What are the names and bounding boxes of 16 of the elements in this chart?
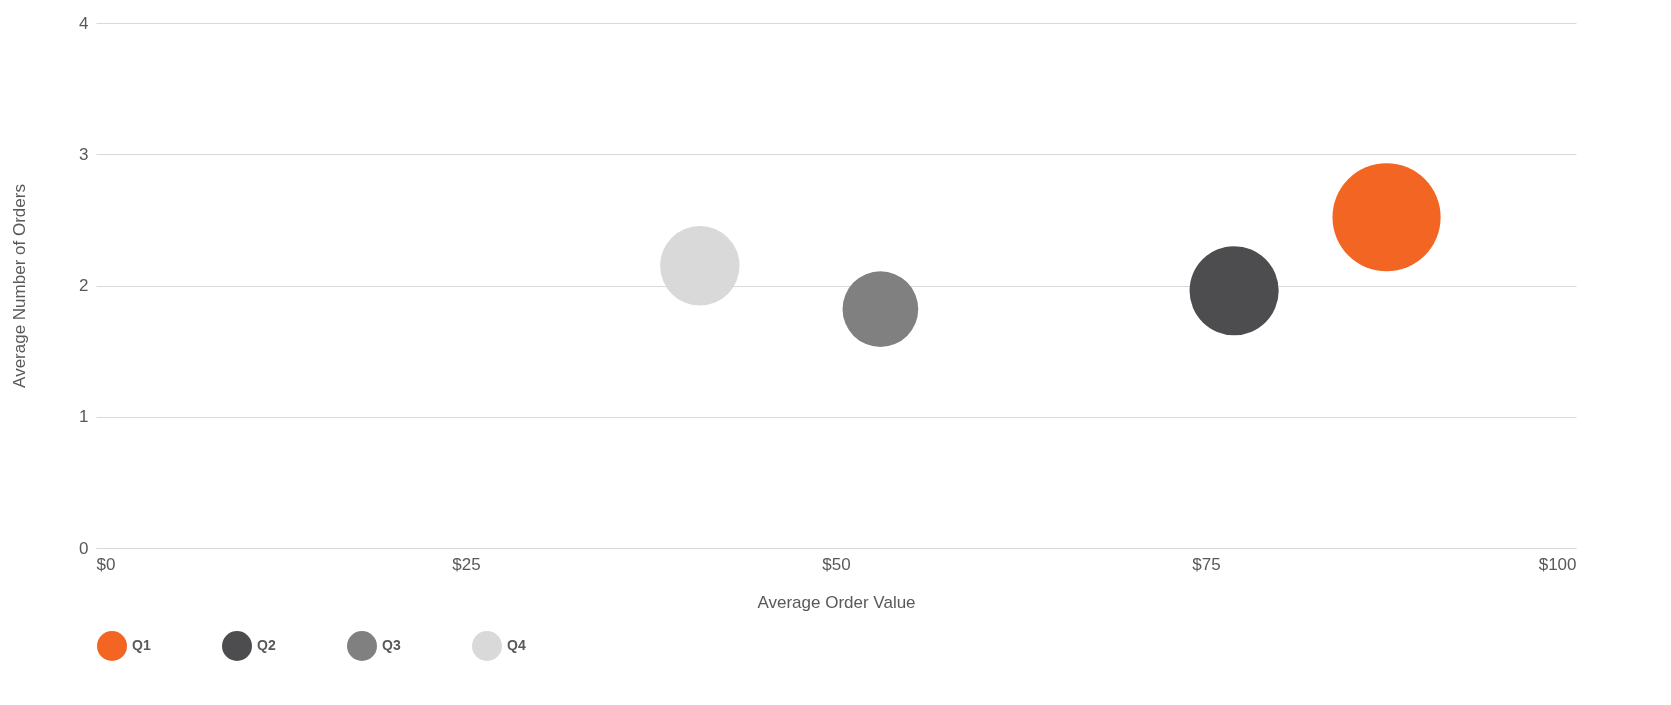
x-tick-label: $100 [1538, 554, 1577, 574]
y-tick-label: 2 [79, 276, 89, 295]
y-tick-label: 4 [79, 13, 89, 33]
legend-label: Q1 [132, 637, 151, 653]
y-tick-label: 3 [79, 144, 89, 164]
legend-label: Q4 [507, 637, 526, 653]
x-axis-title: Average Order Value [757, 592, 916, 612]
legend-label: Q3 [382, 637, 401, 653]
y-axis-title: Average Number of Orders [10, 184, 30, 388]
y-tick-label: 1 [79, 407, 89, 427]
x-tick-label: $75 [1192, 554, 1221, 574]
x-tick-label: $25 [452, 554, 481, 574]
y-tick-label: 0 [79, 538, 89, 558]
legend-label: Q2 [257, 637, 276, 653]
x-tick-label: $0 [96, 554, 116, 574]
x-tick-label: $50 [822, 554, 851, 574]
